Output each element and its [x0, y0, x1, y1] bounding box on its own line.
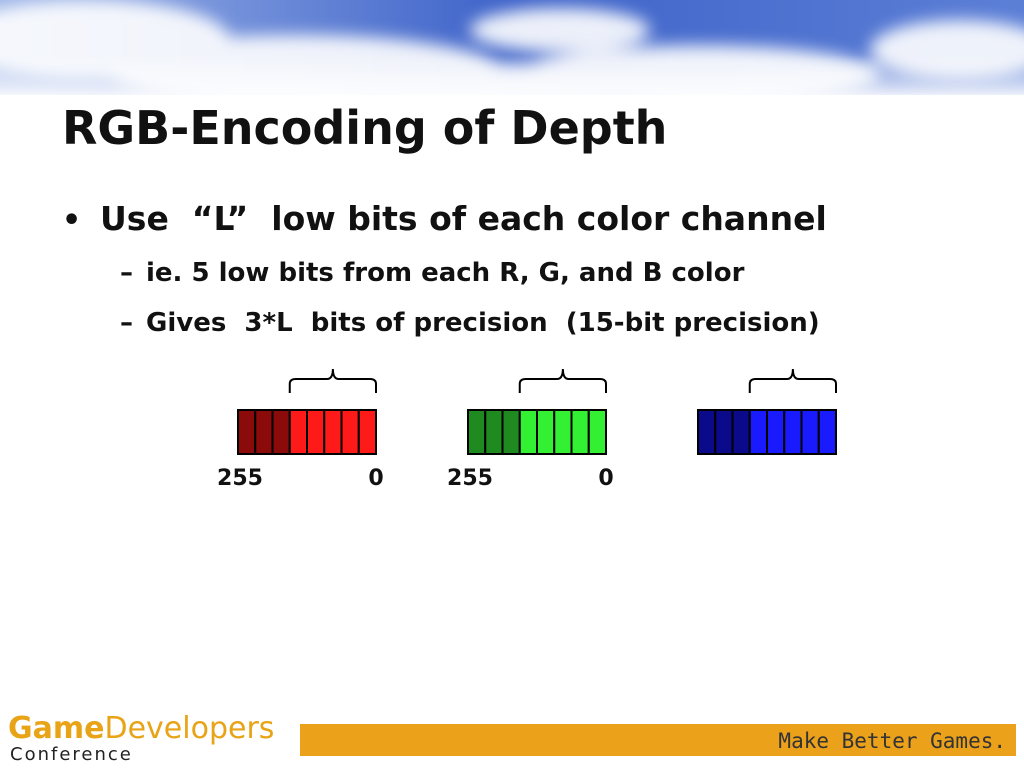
- bit-cell: [340, 409, 360, 455]
- sub-bullet-marker: –: [120, 258, 133, 288]
- bit-cell: [731, 409, 751, 455]
- bullet-text: Use “L” low bits of each color channel: [100, 199, 827, 238]
- bit-cell: [536, 409, 556, 455]
- bit-cell: [714, 409, 734, 455]
- bit-cell: [697, 409, 717, 455]
- bit-cell: [237, 409, 257, 455]
- logo-conference: Conference: [10, 744, 133, 765]
- bit-cell: [467, 409, 487, 455]
- brace: [518, 368, 607, 393]
- bit-cell: [288, 409, 308, 455]
- bit-cell: [323, 409, 343, 455]
- bit-diagram: [237, 368, 837, 455]
- bit-cell: [553, 409, 573, 455]
- logo-developers: Developers: [104, 711, 274, 746]
- sub-bullet-text: Gives 3*L bits of precision (15-bit prec…: [146, 308, 820, 338]
- tagline: Make Better Games.: [778, 729, 1006, 753]
- bit-cell: [254, 409, 274, 455]
- logo-game: Game: [8, 711, 104, 746]
- bit-label: 255: [217, 466, 263, 491]
- bit-cell: [271, 409, 291, 455]
- slide-title: RGB-Encoding of Depth: [62, 101, 667, 155]
- sub-bullet-marker: –: [120, 308, 133, 338]
- bit-cell: [748, 409, 768, 455]
- bit-cell: [357, 409, 377, 455]
- bit-label: 255: [447, 466, 493, 491]
- bit-cell: [484, 409, 504, 455]
- bit-cell: [501, 409, 521, 455]
- bit-label: 0: [598, 466, 613, 491]
- brace: [748, 368, 837, 393]
- tagline-bar: [300, 724, 1016, 756]
- brace: [288, 368, 377, 393]
- bit-cell: [766, 409, 786, 455]
- bit-cell: [570, 409, 590, 455]
- bullet-marker: •: [62, 203, 81, 238]
- bit-cell: [518, 409, 538, 455]
- sub-bullet-text: ie. 5 low bits from each R, G, and B col…: [146, 258, 745, 288]
- bit-label: 0: [368, 466, 383, 491]
- bit-cell: [587, 409, 607, 455]
- bit-cell: [306, 409, 326, 455]
- sky-banner: [0, 0, 1024, 105]
- bit-cell: [817, 409, 837, 455]
- bit-cell: [783, 409, 803, 455]
- logo: GameDevelopers: [8, 711, 274, 746]
- bit-cell: [800, 409, 820, 455]
- footer: GameDevelopers Conference Make Better Ga…: [8, 711, 1016, 765]
